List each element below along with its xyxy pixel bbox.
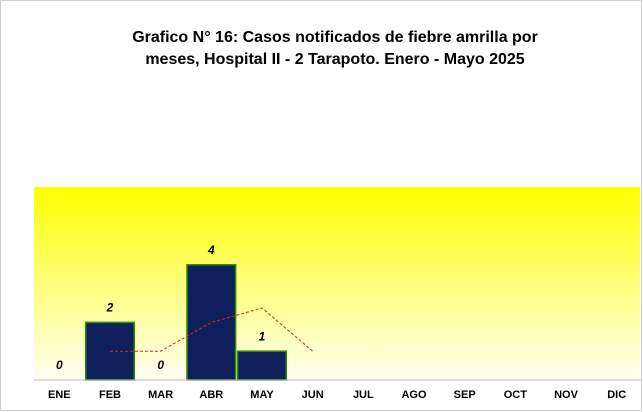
x-tick-label: ABR — [199, 389, 223, 401]
bar — [236, 350, 288, 381]
x-tick-label: JUL — [353, 389, 374, 401]
data-label: 0 — [157, 358, 164, 372]
data-label: 2 — [106, 301, 114, 315]
data-label: 4 — [207, 243, 215, 257]
x-tick-label: OCT — [504, 389, 528, 401]
x-tick-label: JUN — [302, 389, 324, 401]
bar — [186, 264, 237, 381]
data-label: 1 — [259, 329, 266, 343]
x-tick-label: ENE — [48, 389, 71, 401]
x-tick-label: FEB — [99, 389, 121, 401]
chart-title: meses, Hospital II - 2 Tarapoto. Enero -… — [145, 51, 524, 68]
x-tick-label: NOV — [554, 389, 579, 401]
x-tick-label: SEP — [454, 389, 476, 401]
x-tick-label: DIC — [607, 389, 626, 401]
x-tick-label: AGO — [401, 389, 427, 401]
x-tick-label: MAR — [148, 389, 173, 401]
x-tick-label: MAY — [250, 389, 274, 401]
data-label: 0 — [56, 358, 63, 372]
chart-title: Grafico N° 16: Casos notificados de fieb… — [132, 29, 538, 46]
